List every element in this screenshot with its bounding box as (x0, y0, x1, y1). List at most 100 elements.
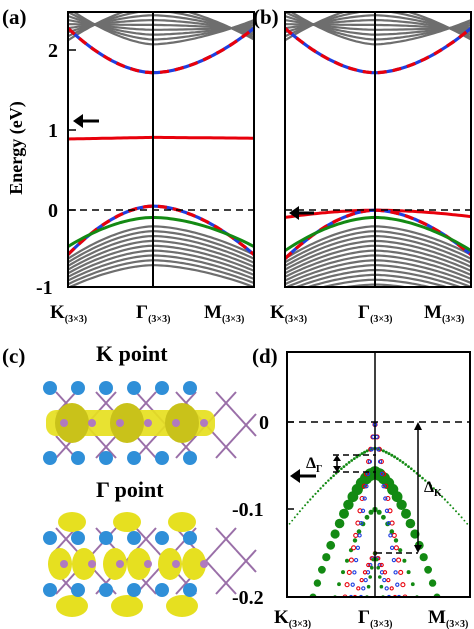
charge-lobe (55, 403, 89, 443)
red-point (398, 569, 404, 575)
blue-point (359, 520, 364, 526)
kpoint-label-b-m: M(3×3) (424, 302, 464, 325)
green-main-point (401, 508, 411, 519)
blue-low-point (382, 577, 387, 583)
green-outer-point (396, 457, 399, 460)
green-outer-point (384, 450, 388, 454)
green-outer-point (421, 476, 424, 480)
green-outer-point (322, 484, 325, 487)
green-low-point (368, 575, 373, 579)
green-outer-point (407, 465, 410, 468)
green-outer-point (424, 479, 427, 482)
atom (99, 531, 113, 545)
panel-b: (b) (253, 5, 472, 307)
green-outer-point (381, 449, 385, 453)
blue-low-point (363, 577, 368, 583)
charge-lobe (110, 403, 144, 443)
charge-lobe (113, 512, 141, 532)
green-outer-point (288, 522, 291, 525)
red-point (402, 594, 408, 597)
red-point (344, 582, 350, 588)
gray-valence-band (68, 259, 254, 286)
green-lower-point (352, 538, 358, 543)
blue-point (381, 484, 386, 489)
bond (235, 549, 257, 573)
green-outer-point (352, 457, 356, 460)
gray-valence-band (285, 289, 471, 307)
charge-lobe (111, 595, 143, 617)
atom (43, 531, 57, 545)
red-point (342, 594, 348, 597)
blue-point (353, 557, 359, 563)
atom (127, 451, 141, 465)
panel-b-frame (284, 11, 472, 288)
panel-d-yticks (287, 421, 294, 598)
atom (183, 531, 197, 545)
green-outer-point (404, 463, 408, 466)
gray-valence-band (285, 249, 471, 278)
atom (155, 583, 169, 597)
green-outer-point (401, 461, 405, 464)
red-low-point (362, 570, 368, 575)
atom (43, 583, 57, 597)
blue-point (364, 484, 369, 489)
gray-valence-band (68, 235, 254, 267)
green-main-point (391, 491, 403, 503)
red-point (381, 471, 387, 477)
green-main-point (396, 499, 407, 510)
gray-valence-band (68, 249, 254, 278)
green-outer-point (390, 453, 394, 457)
green-outer-point (466, 522, 469, 525)
blue-point (386, 520, 391, 526)
bond (215, 527, 237, 551)
green-outer-point (363, 450, 367, 454)
panel-a-label: (a) (2, 5, 27, 29)
atom (155, 531, 169, 545)
green-outer-point (296, 513, 299, 516)
band-green-3 (285, 215, 471, 252)
ytick-label-2: 2 (48, 40, 58, 62)
blue-point (384, 508, 390, 513)
blue-low-point (377, 562, 382, 568)
green-lower-point (389, 529, 395, 534)
green-main-point (326, 540, 336, 550)
blue-point (395, 582, 400, 587)
gray-valence-band (68, 244, 254, 275)
panel-c: (c) K point Γ point (2, 341, 257, 617)
panel-d-label: (d) (252, 344, 278, 368)
delta-gamma-marker (333, 454, 376, 473)
ytick-label-0: 0 (48, 200, 58, 222)
atom (183, 583, 197, 597)
red-point (351, 545, 357, 551)
green-outer-point (455, 510, 457, 513)
green-lower-point (376, 509, 382, 515)
red-low-point (356, 586, 361, 591)
green-outer-point (432, 487, 435, 490)
charge-lobe (168, 512, 196, 532)
bond (135, 527, 157, 551)
blue-point (396, 594, 402, 597)
bond (55, 571, 77, 595)
gamma-point-structure (43, 512, 257, 617)
red-point (357, 508, 363, 514)
green-outer-point (412, 469, 416, 473)
red-low-point (366, 562, 371, 568)
panel-a-frame (67, 11, 255, 288)
kpoint-label-d-k: K(3×3) (274, 607, 311, 629)
green-low-point (366, 584, 371, 589)
atom (116, 419, 124, 427)
green-outer-point (293, 516, 296, 519)
charge-lobe (127, 548, 151, 580)
gray-valence-band (68, 225, 254, 260)
green-main-point (343, 499, 354, 510)
atom (43, 451, 57, 465)
green-outer-point (360, 452, 364, 456)
green-main-point (424, 565, 432, 574)
green-outer-point (291, 519, 294, 522)
red-point (387, 508, 393, 514)
green-main-point (405, 518, 416, 529)
atom (183, 451, 197, 465)
green-lower-point (337, 582, 341, 587)
y-axis-label: Energy (eV) (6, 101, 27, 194)
green-low-point (379, 584, 384, 589)
